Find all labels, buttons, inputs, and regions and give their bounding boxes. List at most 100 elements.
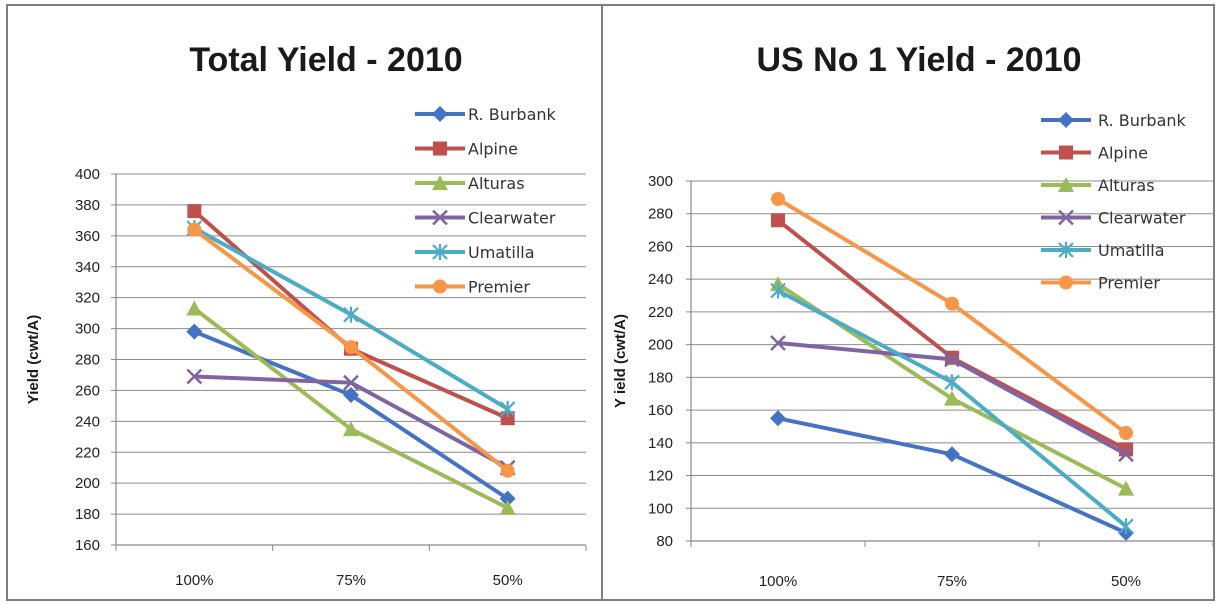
legend-marker-umatilla (432, 244, 448, 260)
series-line-alturas (193, 306, 509, 510)
chart-title: Total Yield - 2010 (189, 41, 462, 79)
legend-label: Alturas (468, 174, 525, 193)
series-line-alpine (776, 218, 1127, 452)
series-r-burbank (186, 323, 516, 507)
y-tick-label: 180 (648, 369, 673, 386)
legend-marker-r-burbank (432, 106, 448, 122)
data-point-premier (771, 192, 785, 206)
data-point-alturas (343, 421, 359, 437)
y-tick-label: 200 (75, 475, 100, 492)
data-point-clearwater (944, 351, 960, 368)
legend-label: Premier (468, 278, 530, 297)
legend-item-alpine: Alpine (415, 140, 518, 159)
legend-label: Alpine (1098, 144, 1148, 163)
x-tick-label: 50% (493, 572, 523, 589)
data-point-premier (187, 222, 202, 237)
y-tick-label: 180 (75, 506, 100, 523)
series-alturas (186, 300, 516, 515)
us-no1-yield-chart: US No 1 Yield - 2010 80 100 120 140 160 180 200… (612, 41, 1213, 590)
gridlines (111, 173, 586, 546)
y-tick-label: 360 (75, 228, 100, 245)
data-point-alpine (187, 204, 202, 219)
y-tick-label: 200 (648, 337, 673, 354)
data-point-premier (945, 296, 959, 311)
y-tick-label: 300 (648, 173, 673, 190)
y-tick-label: 220 (648, 304, 673, 321)
data-point-r-burbank (944, 446, 960, 463)
legend-item-alpine: Alpine (1041, 144, 1148, 163)
data-point-umatilla (499, 400, 516, 417)
y-tick-label: 100 (648, 500, 673, 517)
data-point-r-burbank (186, 323, 203, 340)
data-point-clearwater (1118, 446, 1134, 463)
series-line-umatilla (777, 288, 1128, 528)
legend-label: Premier (1098, 274, 1160, 293)
series-premier (771, 192, 1133, 440)
series-clearwater (770, 335, 1134, 463)
y-tick-label: 240 (648, 271, 673, 288)
legend-item-premier: Premier (415, 278, 530, 297)
y-tick-label: 140 (648, 435, 673, 452)
data-point-clearwater (343, 374, 359, 391)
series-premier (187, 222, 515, 478)
data-point-alpine (771, 213, 785, 228)
legend-label: Clearwater (1098, 209, 1186, 228)
y-tick-label: 300 (75, 321, 100, 338)
legend-label: Umatilla (1098, 241, 1165, 260)
data-point-umatilla (1118, 518, 1134, 535)
y-tick-label: 240 (75, 413, 100, 430)
data-point-premier (500, 463, 515, 478)
x-tick-label: 75% (336, 572, 366, 589)
y-tick-label: 220 (75, 444, 100, 461)
legend-marker-alpine (433, 141, 447, 156)
legend-item-r-burbank: R. Burbank (415, 105, 557, 124)
legend-label: R. Burbank (468, 105, 557, 124)
y-tick-label: 160 (648, 402, 673, 419)
legend-item-clearwater: Clearwater (1041, 209, 1186, 228)
legend-item-clearwater: Clearwater (415, 209, 556, 228)
legend-marker-clearwater (432, 209, 448, 226)
data-point-clearwater (770, 335, 786, 351)
legend-item-umatilla: Umatilla (1041, 241, 1165, 260)
data-point-r-burbank (499, 490, 516, 507)
chart-panel-us-no1-yield: US No 1 Yield - 2010 80 100 120 140 160 180 200… (601, 4, 1215, 601)
legend-marker-premier (433, 279, 447, 294)
y-tick-label: 120 (648, 468, 673, 485)
y-axis-label: Y ield (cwt/A) (612, 314, 629, 408)
legend-item-alturas: Alturas (1041, 176, 1155, 195)
data-point-premier (344, 340, 358, 355)
series-umatilla (186, 220, 516, 417)
data-point-alturas (186, 300, 203, 316)
y-tick-label: 280 (648, 206, 673, 223)
y-tick-label: 160 (75, 537, 100, 554)
legend-label: Clearwater (468, 209, 556, 228)
y-tick-label: 80 (656, 533, 673, 550)
legend-label: R. Burbank (1098, 111, 1187, 130)
data-point-umatilla (944, 374, 960, 391)
data-point-clearwater (186, 368, 203, 385)
legend-item-umatilla: Umatilla (415, 243, 535, 262)
y-tick-label: 260 (648, 238, 673, 255)
legend: R. Burbank Alpine Alturas Clearwater Umatill… (1041, 111, 1187, 293)
data-point-umatilla (770, 282, 786, 299)
x-tick-label: 100% (759, 573, 797, 590)
legend-label: Alturas (1098, 176, 1155, 195)
y-tick-label: 280 (75, 352, 100, 369)
legend-item-alturas: Alturas (415, 174, 525, 193)
legend-item-premier: Premier (1041, 274, 1160, 293)
y-axis-label: Yield (cwt/A) (25, 315, 42, 404)
legend-marker-r-burbank (1058, 112, 1074, 128)
legend-marker-alturas (1058, 177, 1074, 192)
data-point-premier (1119, 426, 1133, 440)
series-umatilla (770, 282, 1134, 535)
data-point-umatilla (343, 306, 359, 323)
y-tick-label: 400 (75, 166, 100, 183)
y-tick-label: 260 (75, 382, 100, 399)
legend-marker-umatilla (1058, 242, 1074, 258)
chart-title: US No 1 Yield - 2010 (756, 41, 1081, 79)
legend-label: Alpine (468, 140, 518, 159)
data-point-alturas (944, 390, 960, 406)
y-tick-label: 320 (75, 290, 100, 307)
data-point-alpine (500, 411, 515, 426)
